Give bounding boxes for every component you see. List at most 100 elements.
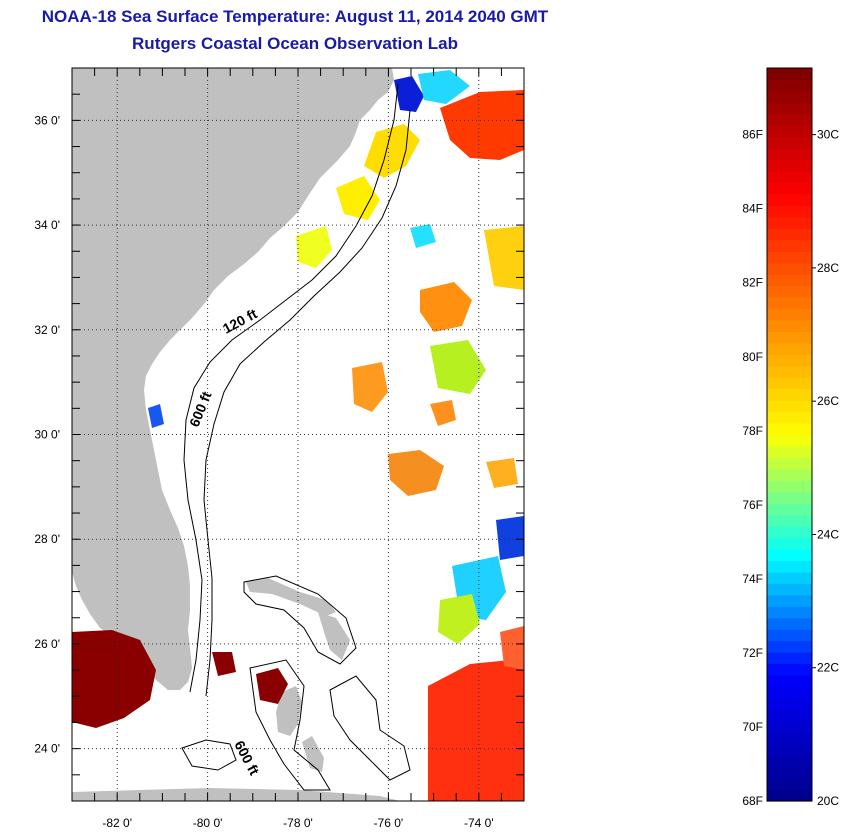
y-tick-label: 36 0' — [34, 113, 60, 127]
contour-600ft — [203, 109, 411, 697]
colorbar-band — [767, 216, 812, 229]
sst-patch — [440, 90, 524, 160]
colorbar-band — [767, 365, 812, 378]
colorbar-f-label: 82F — [742, 276, 763, 290]
colorbar-band — [767, 594, 812, 607]
colorbar-band — [767, 606, 812, 619]
x-tick-label: -80 0' — [193, 816, 223, 830]
colorbar-band — [767, 503, 812, 516]
colorbar-band — [767, 468, 812, 481]
colorbar-band — [767, 537, 812, 550]
y-tick-label: 28 0' — [34, 532, 60, 546]
colorbar-band — [767, 79, 812, 92]
sst-patch — [296, 226, 332, 268]
colorbar-f-label: 84F — [742, 202, 763, 216]
x-tick-label: -74 0' — [464, 816, 494, 830]
land-us-mainland — [72, 68, 394, 690]
colorbar-c-label: 26C — [817, 394, 839, 408]
colorbar-band — [767, 274, 812, 287]
y-tick-label: 24 0' — [34, 742, 60, 756]
sst-patch — [420, 282, 472, 332]
sst-patch — [438, 594, 480, 644]
sst-patch — [428, 660, 524, 801]
y-tick-label: 32 0' — [34, 323, 60, 337]
contour-bahamas-600ft — [243, 575, 357, 665]
colorbar-band — [767, 686, 812, 699]
colorbar-band — [767, 136, 812, 149]
y-tick-label: 30 0' — [34, 428, 60, 442]
colorbar-c-label: 24C — [817, 527, 839, 541]
land-abaco — [318, 612, 350, 660]
colorbar-band — [767, 514, 812, 527]
colorbar-band — [767, 571, 812, 584]
colorbar-band — [767, 697, 812, 710]
colorbar-band — [767, 411, 812, 424]
land-andros-island — [276, 686, 302, 736]
contour-exuma — [329, 675, 411, 781]
colorbar-band — [767, 629, 812, 642]
sst-patch — [72, 630, 156, 728]
contour-cay-sal — [181, 739, 237, 771]
colorbar-band — [767, 90, 812, 103]
colorbar-band — [767, 297, 812, 310]
sst-patch — [430, 340, 486, 394]
colorbar-band — [767, 377, 812, 390]
sst-patch — [256, 668, 288, 704]
colorbar-band — [767, 583, 812, 596]
colorbar-band — [767, 400, 812, 413]
colorbar-band — [767, 491, 812, 504]
colorbar-band — [767, 354, 812, 367]
colorbar-band — [767, 125, 812, 138]
colorbar-band — [767, 148, 812, 161]
colorbar-f-label: 76F — [742, 498, 763, 512]
colorbar-band — [767, 709, 812, 722]
sst-patch — [212, 652, 236, 676]
colorbar-band — [767, 262, 812, 275]
colorbar-band — [767, 285, 812, 298]
sst-patch — [496, 516, 524, 560]
colorbar-f-label: 80F — [742, 350, 763, 364]
colorbar-c-label: 20C — [817, 794, 839, 808]
colorbar-band — [767, 732, 812, 745]
y-tick-label: 26 0' — [34, 637, 60, 651]
colorbar-band — [767, 526, 812, 539]
colorbar-f-label: 74F — [742, 572, 763, 586]
sst-patch — [388, 450, 444, 496]
colorbar-band — [767, 239, 812, 252]
chart-subtitle: Rutgers Coastal Ocean Observation Lab — [132, 34, 458, 53]
colorbar-band — [767, 743, 812, 756]
colorbar-band — [767, 617, 812, 630]
colorbar-f-label: 68F — [742, 794, 763, 808]
colorbar-f-label: 70F — [742, 720, 763, 734]
colorbar-band — [767, 755, 812, 768]
colorbar-band — [767, 675, 812, 688]
colorbar-band — [767, 193, 812, 207]
colorbar-band — [767, 331, 812, 344]
colorbar-band — [767, 560, 812, 573]
colorbar-c-label: 30C — [817, 128, 839, 142]
sst-data-layer — [72, 70, 524, 801]
colorbar-c-label: 28C — [817, 261, 839, 275]
colorbar-band — [767, 113, 812, 126]
sst-patch — [352, 362, 388, 412]
colorbar-band — [767, 640, 812, 653]
sst-patch — [364, 124, 420, 178]
sst-patch — [484, 226, 524, 290]
colorbar-band — [767, 159, 812, 172]
colorbar-band — [767, 205, 812, 218]
colorbar-band — [767, 342, 812, 355]
colorbar-band — [767, 652, 812, 665]
sst-patch — [500, 626, 524, 670]
colorbar-labels: 86F 84F 82F 80F 78F 76F 74F 72F 70F 68F 30C 28C 26C 2… — [742, 128, 839, 808]
colorbar-band — [767, 319, 812, 333]
colorbar-frame — [766, 67, 813, 802]
sst-patch — [486, 458, 518, 488]
grid-lines — [72, 68, 524, 801]
colorbar-gradient — [767, 68, 812, 802]
colorbar-band — [767, 308, 812, 321]
colorbar-band — [767, 480, 812, 493]
colorbar-band — [767, 423, 812, 436]
land-grand-bahama — [246, 578, 336, 616]
